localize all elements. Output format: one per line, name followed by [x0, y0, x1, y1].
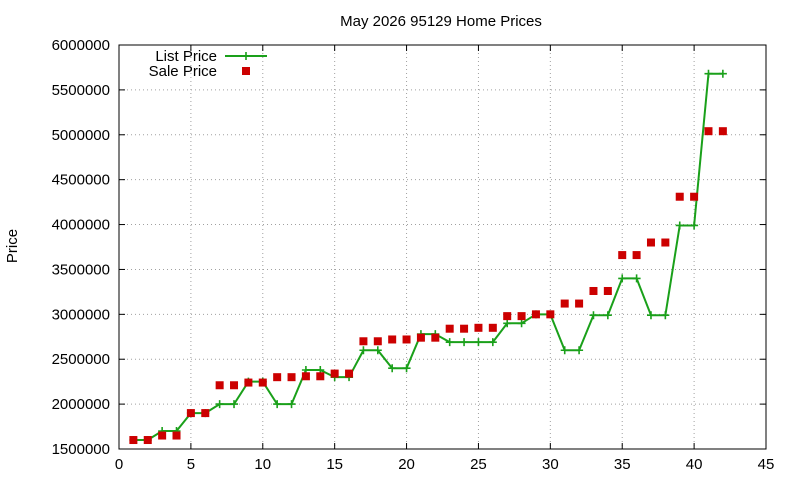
sale-price-point [575, 299, 584, 308]
list-price-point [675, 221, 684, 230]
y-tick-label: 3500000 [52, 261, 110, 278]
sale-price-point [474, 323, 483, 332]
sale-price-point [690, 192, 699, 201]
y-tick-label: 1500000 [52, 441, 110, 458]
list-price-point [575, 346, 584, 355]
x-tick-label: 30 [542, 456, 559, 473]
sale-price-point [230, 381, 239, 390]
list-price-point [618, 274, 627, 283]
sale-price-point [503, 312, 512, 321]
chart-title: May 2026 95129 Home Prices [340, 13, 542, 30]
list-price-point [632, 274, 641, 283]
list-price-point [215, 400, 224, 409]
legend-key-sale-price-marker [242, 67, 250, 75]
sale-price-point [201, 409, 210, 418]
y-tick-label: 2500000 [52, 351, 110, 368]
y-axis-label: Price [4, 229, 21, 263]
list-price-point [388, 364, 397, 373]
sale-price-point [560, 299, 569, 308]
x-tick-label: 5 [187, 456, 195, 473]
sale-price-point [373, 337, 382, 346]
x-tick-label: 45 [758, 456, 775, 473]
list-price-point [287, 400, 296, 409]
sale-price-point [244, 378, 253, 387]
sale-price-point [531, 310, 540, 319]
list-price-point [359, 346, 368, 355]
list-price-point [690, 221, 699, 230]
list-price-point [603, 311, 612, 320]
sale-price-point [416, 333, 425, 342]
x-tick-label: 0 [115, 456, 123, 473]
list-price-point [646, 311, 655, 320]
sale-price-point [704, 127, 713, 136]
list-price-point [718, 69, 727, 78]
sale-price-point [287, 373, 296, 382]
plot-frame [118, 44, 767, 450]
sale-price-point [460, 324, 469, 333]
sale-price-point [589, 286, 598, 295]
y-tick-label: 6000000 [52, 37, 110, 54]
sale-price-point [186, 409, 195, 418]
y-tick-label: 4500000 [52, 172, 110, 189]
legend-label-sale-price: Sale Price [149, 63, 217, 80]
sale-price-point [301, 372, 310, 381]
y-tick-label: 3000000 [52, 306, 110, 323]
legend-label-list-price: List Price [155, 48, 217, 65]
sale-price-point [172, 431, 181, 440]
sale-price-point [330, 369, 339, 378]
x-tick-label: 15 [326, 456, 343, 473]
sale-price-point [158, 431, 167, 440]
x-tick-label: 35 [614, 456, 631, 473]
sale-price-point [273, 373, 282, 382]
list-price-point [460, 338, 469, 347]
sale-price-point [359, 337, 368, 346]
x-tick-label: 10 [254, 456, 271, 473]
list-price-point [474, 338, 483, 347]
sale-price-point [546, 310, 555, 319]
series-layer [129, 69, 727, 445]
sale-price-point [143, 436, 152, 445]
sale-price-point [445, 324, 454, 333]
y-tick-label: 5500000 [52, 82, 110, 99]
sale-price-point [388, 335, 397, 344]
sale-price-point [316, 372, 325, 381]
legend-key-list-price-marker [242, 52, 250, 60]
list-price-point [488, 338, 497, 347]
list-price-point [402, 364, 411, 373]
list-price-point [517, 319, 526, 328]
list-price-point [445, 338, 454, 347]
sale-price-point [488, 323, 497, 332]
sale-price-point [215, 381, 224, 390]
sale-price-point [129, 436, 138, 445]
y-tick-label: 2000000 [52, 396, 110, 413]
x-tick-label: 40 [686, 456, 703, 473]
list-price-point [661, 311, 670, 320]
sale-price-point [345, 369, 354, 378]
y-tick-label: 4000000 [52, 217, 110, 234]
list-price-point [230, 400, 239, 409]
sale-price-point [258, 378, 267, 387]
list-price-point [560, 346, 569, 355]
sale-price-point [603, 286, 612, 295]
list-price-point [273, 400, 282, 409]
list-price-point [373, 346, 382, 355]
list-price-point [704, 69, 713, 78]
sale-price-point [402, 335, 411, 344]
legend: List Price Sale Price [149, 48, 267, 80]
sale-price-point [632, 251, 641, 260]
list-price-point [589, 311, 598, 320]
sale-price-point [718, 127, 727, 136]
sale-price-point [646, 238, 655, 247]
sale-price-point [675, 192, 684, 201]
sale-price-point [517, 312, 526, 321]
sale-price-point [661, 238, 670, 247]
sale-price-point [618, 251, 627, 260]
x-tick-label: 25 [470, 456, 487, 473]
axis-ticks: 0 5 10 15 20 25 30 35 40 45 1500000 2000000 2500000 3… [52, 37, 775, 473]
y-tick-label: 5000000 [52, 127, 110, 144]
sale-price-point [431, 333, 440, 342]
x-tick-label: 20 [398, 456, 415, 473]
list-price-point [503, 319, 512, 328]
